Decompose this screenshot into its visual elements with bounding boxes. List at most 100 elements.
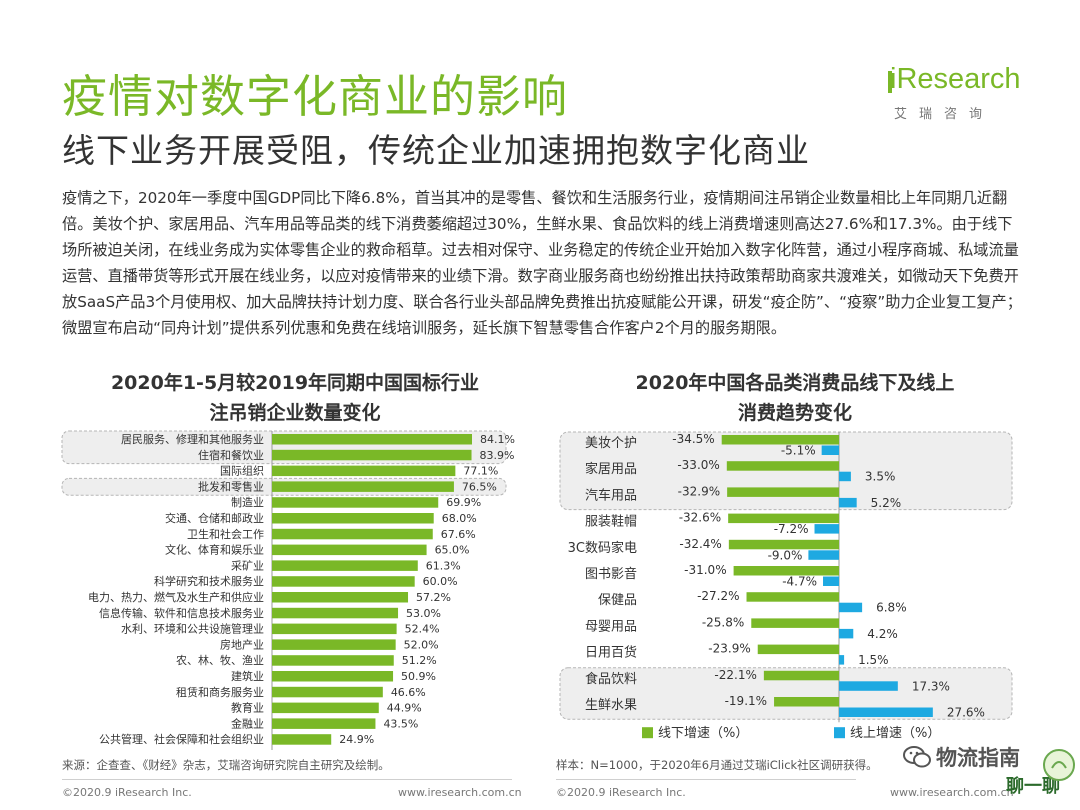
value-label: 65.0%	[435, 544, 470, 557]
category-label: 科学研究和技术服务业	[154, 574, 264, 588]
value-label-online: 1.5%	[858, 653, 889, 667]
bar	[272, 734, 332, 745]
category-label: 交通、仓储和邮政业	[165, 511, 264, 525]
value-label-offline: -31.0%	[684, 563, 726, 577]
footer-divider-left	[62, 779, 512, 780]
bar	[272, 528, 433, 540]
value-label-online: -7.2%	[774, 522, 809, 536]
bar-online	[839, 707, 933, 717]
bar-online	[839, 471, 851, 482]
value-label-offline: -19.1%	[725, 694, 767, 708]
bar-online	[814, 524, 839, 534]
value-label-offline: -32.6%	[679, 511, 721, 525]
category-label: 家居用品	[585, 461, 637, 477]
category-label: 农、林、牧、渔业	[176, 653, 264, 667]
bar-offline	[727, 487, 839, 497]
value-label: 44.9%	[387, 702, 422, 715]
value-label-offline: -22.1%	[714, 668, 756, 682]
footer-copyright-right: ©2020.9 iResearch Inc.	[556, 786, 686, 799]
value-label: 83.9%	[480, 449, 515, 462]
bar-offline	[721, 435, 839, 445]
bar-online	[808, 550, 839, 560]
bar	[272, 718, 376, 729]
footer-url-left: www.iresearch.com.cn	[398, 786, 522, 799]
left-chart-title: 2020年1-5月较2019年同期中国国标行业 注吊销企业数量变化	[60, 368, 530, 428]
value-label-offline: -32.4%	[679, 537, 721, 551]
value-label: 46.6%	[391, 686, 426, 699]
highlight-box	[559, 667, 1013, 720]
category-label: 批发和零售业	[198, 479, 264, 493]
bar	[272, 686, 383, 698]
bar	[272, 513, 434, 524]
category-label: 生鲜水果	[585, 698, 637, 713]
category-label: 水利、环境和公共设施管理业	[121, 622, 264, 636]
watermark: 物流指南 聊一聊	[868, 738, 1080, 810]
bar-online	[839, 628, 854, 639]
category-label: 公共管理、社会保障和社会组织业	[99, 732, 264, 746]
value-label: 69.9%	[446, 496, 481, 509]
category-label: 保健品	[598, 593, 637, 608]
left-bar-chart: 居民服务、修理和其他服务业 84.1% 住宿和餐饮业 83.9% 国际组织 77.1% 批发…	[61, 430, 515, 750]
value-label-online: -9.0%	[768, 548, 803, 562]
legend-swatch-offline	[642, 727, 653, 739]
bar	[272, 576, 415, 587]
highlight-box	[559, 431, 1013, 511]
bar	[272, 449, 472, 461]
footer-url-right: www.iresearch.com.cn	[890, 786, 1014, 799]
value-label: 76.5%	[462, 480, 497, 493]
category-label: 制造业	[231, 495, 264, 509]
bar	[272, 655, 394, 666]
value-label-online: -5.1%	[781, 444, 816, 458]
category-label: 日用百货	[585, 645, 637, 661]
value-label-online: 3.5%	[865, 470, 896, 484]
category-label: 居民服务、修理和其他服务业	[121, 432, 264, 446]
bar	[272, 560, 418, 571]
watermark-text-2: 聊一聊	[1006, 776, 1060, 797]
legend-label-online: 线上增速（%）	[850, 726, 940, 741]
value-label: 52.4%	[405, 623, 440, 636]
category-label: 教育业	[231, 701, 264, 715]
category-label: 国际组织	[220, 464, 264, 478]
category-label: 信息传输、软件和信息技术服务业	[99, 606, 264, 620]
right-source-note: 样本：N=1000，于2020年6月通过艾瑞iClick社区调研获得。	[556, 758, 878, 772]
bar-offline	[726, 461, 839, 471]
footer-divider-right	[556, 779, 856, 780]
legend-label-offline: 线下增速（%）	[658, 726, 748, 741]
bar-offline	[757, 644, 839, 655]
category-label: 卫生和社会工作	[187, 527, 264, 541]
value-label: 43.5%	[383, 717, 418, 730]
logo-subtext: 艾瑞咨询	[894, 107, 995, 122]
category-label: 文化、体育和娱乐业	[165, 543, 264, 557]
logo-mark-icon	[888, 71, 892, 93]
value-label: 57.2%	[416, 591, 451, 604]
value-label-offline: -34.5%	[672, 432, 714, 446]
category-label: 建筑业	[231, 669, 264, 683]
page-title: 疫情对数字化商业的影响	[62, 70, 569, 123]
bar-online	[839, 681, 898, 691]
value-label: 68.0%	[442, 512, 477, 525]
value-label-offline: -33.0%	[677, 458, 719, 472]
value-label-offline: -27.2%	[697, 589, 739, 603]
right-chart-title-line2: 消费趋势变化	[737, 402, 852, 424]
category-label: 电力、热力、燃气及水生产和供应业	[88, 590, 264, 604]
value-label: 84.1%	[480, 433, 515, 446]
category-label: 图书影音	[585, 566, 637, 582]
footer-copyright-left: ©2020.9 iResearch Inc.	[62, 786, 192, 799]
value-label: 67.6%	[441, 528, 476, 541]
right-chart-title: 2020年中国各品类消费品线下及线上 消费趋势变化	[575, 368, 1015, 428]
bar	[272, 639, 396, 650]
bar	[272, 465, 456, 477]
page-subtitle: 线下业务开展受阻，传统企业加速拥抱数字化商业	[62, 131, 810, 170]
wechat-icon	[903, 746, 931, 768]
value-label: 24.9%	[339, 733, 374, 746]
bar	[272, 497, 439, 508]
value-label-online: 4.2%	[867, 627, 898, 641]
intro-paragraph: 疫情之下，2020年一季度中国GDP同比下降6.8%，首当其冲的是零售、餐饮和生…	[62, 189, 1022, 337]
bar-offline	[733, 566, 839, 576]
value-label-online: 27.6%	[947, 706, 985, 720]
category-label: 住宿和餐饮业	[198, 448, 264, 462]
bar-online	[821, 445, 839, 455]
value-label-online: 6.8%	[876, 601, 907, 615]
bar-offline	[763, 670, 839, 681]
category-label: 租赁和商务服务业	[176, 685, 264, 699]
